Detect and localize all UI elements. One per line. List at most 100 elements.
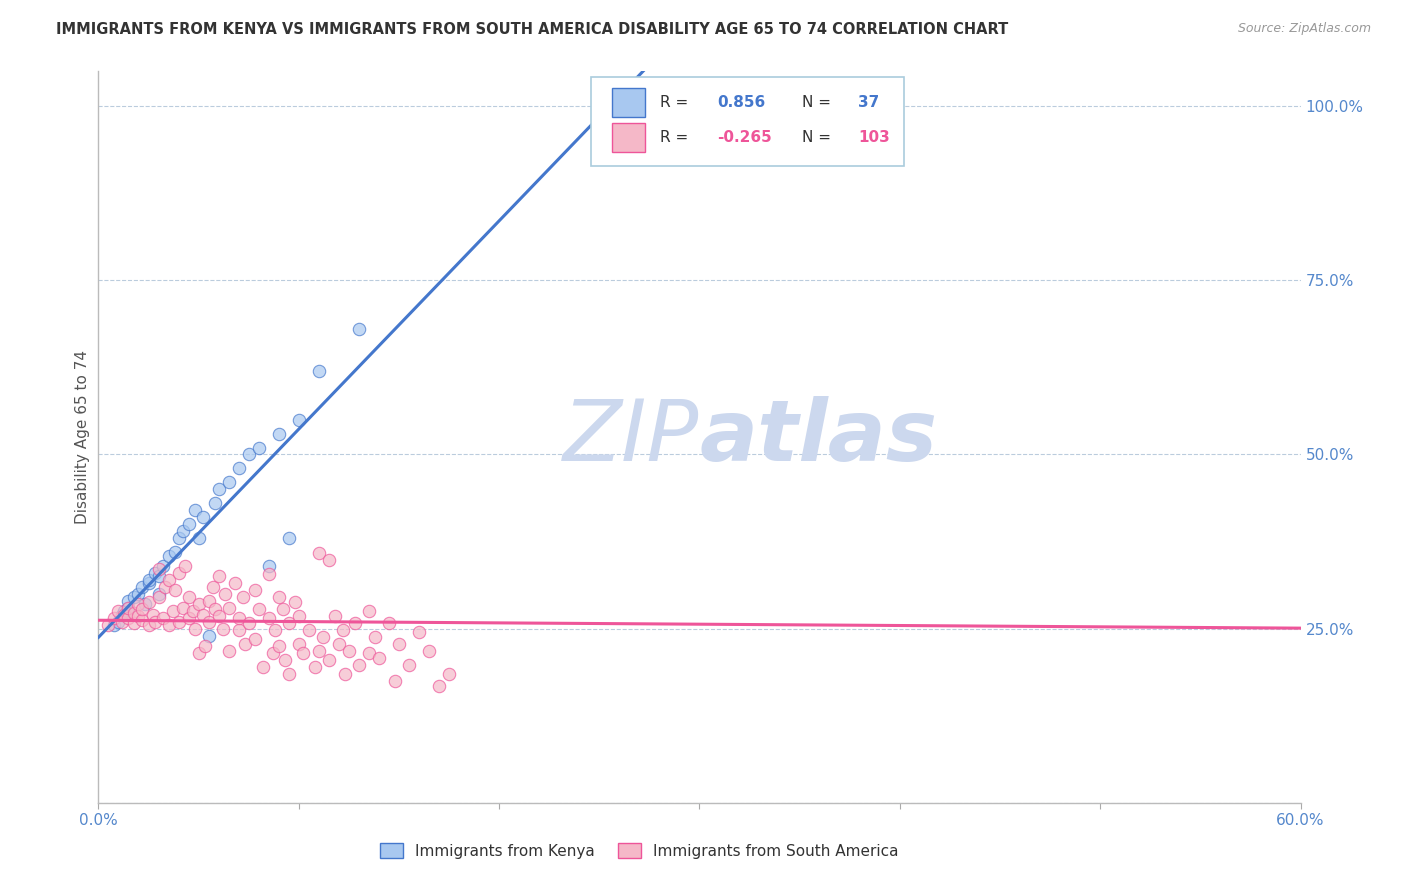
Text: atlas: atlas: [700, 395, 938, 479]
Point: [418, 644, 440, 658]
Point: [437, 667, 460, 681]
Point: [138, 595, 160, 609]
Point: [247, 602, 270, 616]
Point: [208, 569, 231, 583]
FancyBboxPatch shape: [592, 78, 904, 167]
Point: [332, 623, 354, 637]
Point: [138, 573, 160, 587]
Point: [157, 618, 180, 632]
Point: [134, 597, 156, 611]
Point: [117, 594, 139, 608]
Point: [343, 616, 366, 631]
Point: [243, 632, 266, 646]
Point: [233, 637, 256, 651]
Point: [208, 483, 231, 497]
Point: [284, 595, 307, 609]
Point: [218, 644, 240, 658]
Point: [388, 637, 411, 651]
Text: 0.856: 0.856: [717, 95, 766, 110]
Point: [277, 667, 299, 681]
Point: [177, 517, 200, 532]
Point: [308, 364, 330, 378]
Point: [107, 604, 129, 618]
Point: [197, 615, 219, 629]
Text: N =: N =: [801, 95, 831, 110]
Point: [218, 475, 240, 490]
Point: [191, 607, 214, 622]
Point: [384, 673, 406, 688]
Text: IMMIGRANTS FROM KENYA VS IMMIGRANTS FROM SOUTH AMERICA DISABILITY AGE 65 TO 74 C: IMMIGRANTS FROM KENYA VS IMMIGRANTS FROM…: [56, 22, 1008, 37]
Point: [128, 609, 150, 624]
Text: 103: 103: [858, 129, 890, 145]
Point: [143, 615, 166, 629]
Point: [333, 667, 356, 681]
Point: [204, 602, 226, 616]
Point: [148, 569, 170, 583]
Point: [114, 604, 136, 618]
Point: [427, 679, 450, 693]
Point: [247, 441, 270, 455]
Point: [191, 510, 214, 524]
Point: [208, 609, 231, 624]
Point: [228, 623, 250, 637]
Text: ZIP: ZIP: [564, 395, 700, 479]
Point: [257, 611, 280, 625]
Point: [271, 602, 294, 616]
Point: [277, 531, 299, 545]
Point: [228, 611, 250, 625]
Point: [238, 616, 260, 631]
Point: [128, 587, 150, 601]
Point: [111, 607, 134, 622]
Point: [357, 604, 380, 618]
Point: [308, 546, 330, 560]
Point: [138, 576, 160, 591]
Point: [204, 496, 226, 510]
Point: [347, 322, 370, 336]
Point: [162, 604, 184, 618]
Point: [291, 646, 314, 660]
Point: [267, 591, 290, 605]
Point: [201, 580, 224, 594]
Point: [288, 637, 311, 651]
Point: [277, 616, 299, 631]
Point: [408, 625, 430, 640]
Point: [152, 611, 174, 625]
Point: [167, 615, 190, 629]
FancyBboxPatch shape: [612, 88, 645, 118]
Point: [148, 587, 170, 601]
Point: [128, 597, 150, 611]
Text: N =: N =: [801, 129, 831, 145]
Point: [117, 611, 139, 625]
Point: [117, 600, 139, 615]
Point: [257, 558, 280, 573]
Point: [263, 623, 285, 637]
Point: [328, 637, 350, 651]
Point: [308, 644, 330, 658]
Text: -0.265: -0.265: [717, 129, 772, 145]
Point: [243, 583, 266, 598]
Point: [157, 549, 180, 563]
Point: [378, 616, 401, 631]
Point: [187, 531, 209, 545]
Point: [318, 653, 340, 667]
Point: [298, 623, 321, 637]
Point: [318, 553, 340, 567]
Point: [124, 616, 146, 631]
Point: [157, 573, 180, 587]
Point: [228, 461, 250, 475]
Point: [211, 622, 233, 636]
Point: [398, 657, 420, 672]
FancyBboxPatch shape: [612, 122, 645, 152]
Text: R =: R =: [659, 95, 688, 110]
Point: [187, 646, 209, 660]
Point: [214, 587, 236, 601]
Point: [124, 591, 146, 605]
Point: [114, 607, 136, 622]
Point: [163, 583, 186, 598]
Point: [238, 448, 260, 462]
Point: [232, 591, 254, 605]
Point: [97, 618, 120, 632]
Point: [143, 566, 166, 580]
Legend: Immigrants from Kenya, Immigrants from South America: Immigrants from Kenya, Immigrants from S…: [374, 837, 904, 864]
Point: [257, 567, 280, 582]
